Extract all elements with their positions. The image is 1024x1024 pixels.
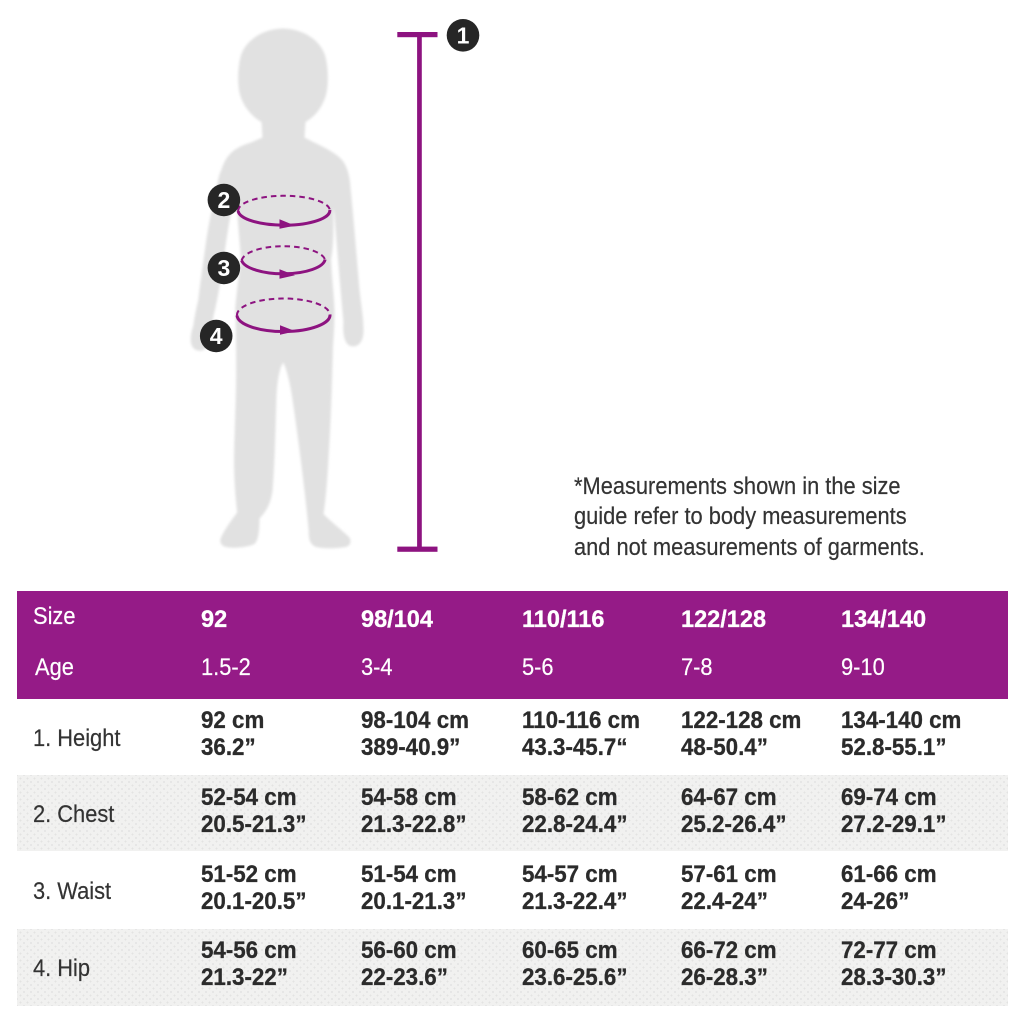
svg-text:4: 4	[210, 323, 223, 349]
svg-text:1: 1	[457, 22, 470, 48]
svg-text:2: 2	[218, 187, 231, 213]
svg-text:3: 3	[218, 255, 231, 281]
